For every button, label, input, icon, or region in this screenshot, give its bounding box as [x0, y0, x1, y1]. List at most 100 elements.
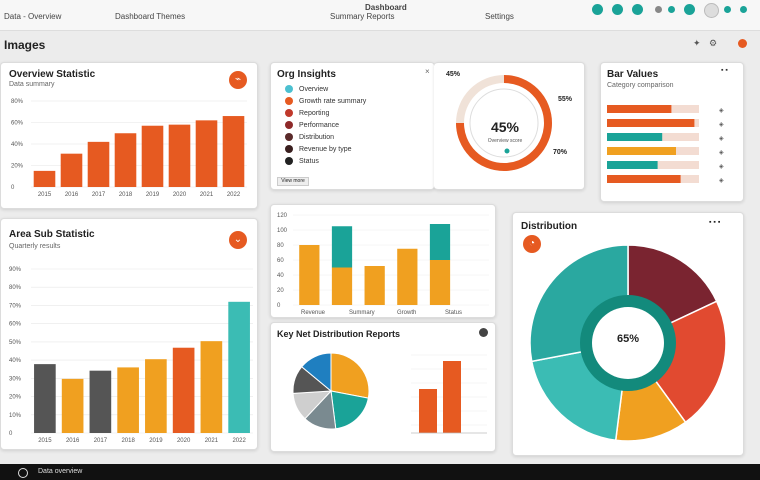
- legend-item[interactable]: Status: [285, 157, 319, 165]
- bar: [117, 367, 139, 433]
- pie-and-bar-chart: [292, 352, 487, 434]
- donut-label-bottom: 70%: [553, 149, 568, 156]
- legend-label: Reporting: [299, 109, 330, 117]
- x-tick-label: 2019: [146, 192, 160, 198]
- nav-item-3[interactable]: Summary Reports: [330, 12, 395, 21]
- y-tick-label: 10%: [9, 413, 22, 419]
- bar: [60, 153, 83, 187]
- y-tick-label: 60%: [11, 121, 24, 127]
- pin-icon[interactable]: ✦: [693, 38, 701, 48]
- status-dot-icon[interactable]: [612, 4, 623, 15]
- donut-subtitle: Overview score: [487, 138, 523, 144]
- close-icon[interactable]: ×: [425, 67, 430, 76]
- status-dot-icon[interactable]: [655, 6, 662, 13]
- gear-icon[interactable]: ⚙: [709, 38, 718, 48]
- status-dot-icon[interactable]: [592, 4, 603, 15]
- card-action-button[interactable]: ⌁: [229, 71, 247, 89]
- legend-swatch: [285, 97, 293, 105]
- view-more-button[interactable]: View more: [277, 177, 309, 186]
- y-tick-label: 60%: [9, 322, 22, 328]
- nav-item-4[interactable]: Settings: [485, 12, 514, 21]
- bar: [195, 120, 218, 187]
- menu-icon[interactable]: [738, 39, 747, 48]
- legend-item[interactable]: Growth rate summary: [285, 97, 366, 105]
- status-dot-icon[interactable]: [724, 6, 731, 13]
- y-tick-label: 120: [277, 213, 288, 219]
- legend-item[interactable]: Performance: [285, 121, 339, 129]
- legend-swatch: [285, 145, 293, 153]
- status-dot-icon[interactable]: [632, 4, 643, 15]
- donut-hole: [592, 307, 664, 379]
- legend-item[interactable]: Distribution: [285, 133, 334, 141]
- x-tick-label: 2017: [92, 192, 106, 198]
- overview-donut-card: 45% 55% 70% 45% Overview score: [434, 62, 585, 190]
- donut-inner-ring: [469, 88, 539, 158]
- top-bar: Data - Overview Dashboard Themes Summary…: [0, 0, 760, 31]
- bar: [607, 161, 658, 169]
- legend-item[interactable]: Revenue by type: [285, 145, 352, 153]
- legend-item[interactable]: Reporting: [285, 109, 329, 117]
- status-dot-icon[interactable]: [668, 6, 675, 13]
- x-tick-label: 2021: [205, 438, 219, 444]
- donut-progress: [456, 75, 552, 171]
- card-title: Overview Statistic: [9, 69, 96, 80]
- info-icon[interactable]: [479, 328, 488, 337]
- y-tick-label: 40%: [11, 142, 24, 148]
- legend-swatch: [285, 85, 293, 93]
- avatar[interactable]: [704, 3, 719, 18]
- status-dot-icon[interactable]: [684, 4, 695, 15]
- footer-label: Revenue: [301, 310, 326, 316]
- legend-label: Revenue by type: [299, 145, 352, 153]
- legend-item[interactable]: Overview: [285, 85, 328, 93]
- footer-label: Summary: [349, 310, 375, 316]
- bar-segment: [397, 248, 418, 305]
- x-tick-label: 2022: [227, 192, 241, 198]
- donut-label-left: 45%: [446, 71, 461, 78]
- card-title: Area Sub Statistic: [9, 229, 95, 240]
- legend-swatch: [285, 109, 293, 117]
- x-tick-label: 2015: [38, 192, 52, 198]
- bar-segment: [364, 266, 385, 305]
- status-dot-icon[interactable]: [740, 6, 747, 13]
- legend-label: Distribution: [299, 133, 335, 141]
- x-tick-label: 2015: [38, 438, 52, 444]
- y-tick-label: 20%: [9, 395, 22, 401]
- y-tick-label: 30%: [9, 376, 22, 382]
- status-bar: Data overview: [0, 464, 760, 480]
- overview-statistic-card: Overview Statistic Data summary ⌁ 80% 60%…: [0, 62, 258, 209]
- overview-bar-chart: 80% 60% 40% 20% 0 2015 2016 2017 2018 2019 2020 202…: [11, 99, 247, 198]
- footer-label: Status: [445, 310, 462, 316]
- x-tick-label: 2020: [177, 438, 191, 444]
- stacked-bar-card: 120 100 80 60 40 20 0 Revenue Summary Growth Statu…: [270, 204, 496, 318]
- page-title: Images: [4, 38, 46, 52]
- distribution-center-value: 65%: [616, 333, 640, 345]
- status-icon[interactable]: [18, 468, 28, 478]
- bar: [114, 133, 137, 187]
- card-action-button[interactable]: ⌄: [229, 231, 247, 249]
- bar: [607, 175, 681, 183]
- bar-icon: ◈: [719, 150, 724, 156]
- y-tick-label: 60: [277, 258, 284, 264]
- nav-item-2[interactable]: Dashboard Themes: [115, 12, 186, 21]
- distribution-card: Distribution ▪ ▪ ▪ ◔ 65%: [512, 212, 744, 456]
- legend-swatch: [285, 157, 293, 165]
- more-icon[interactable]: ▪ ▪ ▪: [709, 219, 721, 226]
- x-tick-label: 2018: [119, 192, 133, 198]
- card-subtitle: Data summary: [9, 81, 55, 88]
- donut-center-value: 45%: [490, 119, 520, 135]
- bar: [228, 301, 250, 433]
- more-icon[interactable]: ▪ ▪: [721, 67, 728, 74]
- bar-segment: [429, 260, 451, 305]
- y-tick-label: 20: [277, 288, 284, 294]
- bar: [419, 389, 437, 433]
- nav-item-1[interactable]: Data - Overview: [4, 12, 62, 21]
- bar: [141, 125, 164, 187]
- y-tick-label: 100: [277, 228, 288, 234]
- y-tick-label: 40%: [9, 358, 22, 364]
- bar: [33, 170, 56, 187]
- pie-slice: [330, 352, 370, 399]
- card-action-button[interactable]: ◔: [523, 235, 541, 253]
- pie-slice: [330, 390, 369, 430]
- overview-donut-chart: [456, 75, 552, 171]
- bar-icon: ◈: [719, 178, 724, 184]
